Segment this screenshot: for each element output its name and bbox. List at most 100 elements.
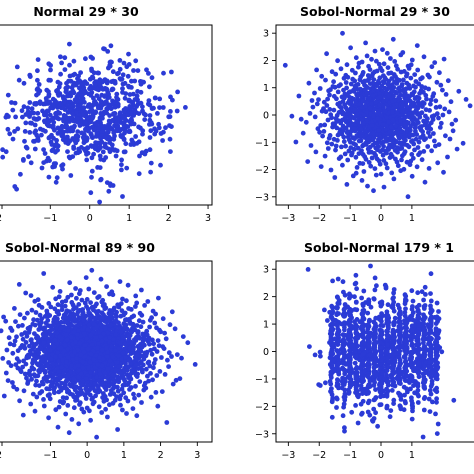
scatter-point xyxy=(121,123,127,128)
scatter-point xyxy=(341,348,347,353)
scatter-point xyxy=(392,97,398,103)
scatter-point xyxy=(47,370,53,375)
scatter-point xyxy=(59,125,64,131)
scatter-point xyxy=(129,329,135,335)
scatter-point xyxy=(363,40,368,46)
scatter-point xyxy=(324,140,330,146)
scatter-point xyxy=(62,342,68,348)
scatter-point xyxy=(89,267,95,273)
scatter-point xyxy=(28,293,34,298)
scatter-point xyxy=(371,188,376,194)
scatter-point xyxy=(419,110,425,116)
scatter-point xyxy=(449,121,455,127)
scatter-point xyxy=(12,100,18,106)
scatter-point xyxy=(412,147,417,153)
scatter-point xyxy=(71,103,76,109)
scatter-point xyxy=(120,350,126,356)
scatter-point xyxy=(391,299,397,305)
scatter-point xyxy=(385,81,391,87)
scatter-point xyxy=(403,97,408,102)
scatter-point xyxy=(317,86,323,91)
scatter-point xyxy=(384,115,390,120)
scatter-point xyxy=(130,349,135,355)
scatter-point xyxy=(79,130,85,136)
scatter-point xyxy=(396,380,402,386)
x-tick-label: −1 xyxy=(43,213,57,224)
scatter-point xyxy=(351,342,356,348)
scatter-point xyxy=(324,51,329,57)
scatter-point xyxy=(352,136,357,142)
scatter-point xyxy=(53,111,58,116)
scatter-point xyxy=(140,362,146,368)
scatter-point xyxy=(136,318,142,324)
scatter-point xyxy=(384,386,389,392)
scatter-point xyxy=(367,67,373,72)
scatter-point xyxy=(398,394,404,399)
scatter-point xyxy=(415,391,420,397)
scatter-point xyxy=(145,360,151,366)
scatter-point xyxy=(0,154,6,160)
scatter-point xyxy=(359,59,365,65)
scatter-point xyxy=(374,156,380,162)
scatter-point xyxy=(421,377,427,383)
scatter-point xyxy=(46,339,52,344)
scatter-point xyxy=(358,126,364,132)
scatter-point xyxy=(338,66,344,72)
scatter-point xyxy=(106,188,112,194)
scatter-point xyxy=(33,101,39,107)
scatter-point xyxy=(428,126,434,132)
scatter-point xyxy=(10,350,16,356)
scatter-point xyxy=(314,101,320,107)
scatter-point xyxy=(416,360,422,366)
scatter-point xyxy=(28,337,34,343)
scatter-point xyxy=(40,127,46,133)
scatter-point xyxy=(360,359,366,365)
scatter-point xyxy=(426,166,432,171)
scatter-point xyxy=(67,41,72,47)
scatter-point xyxy=(341,313,347,319)
scatter-point xyxy=(319,73,325,79)
scatter-point xyxy=(151,341,157,347)
scatter-point xyxy=(88,417,93,423)
scatter-point xyxy=(88,190,94,196)
scatter-point xyxy=(85,327,91,332)
scatter-point xyxy=(410,138,415,144)
scatter-point xyxy=(389,154,395,159)
scatter-point xyxy=(111,305,117,311)
scatter-point xyxy=(90,401,96,407)
scatter-point xyxy=(140,319,146,325)
scatter-point xyxy=(327,107,333,112)
scatter-point xyxy=(70,83,76,89)
scatter-point xyxy=(380,147,385,153)
scatter-point xyxy=(355,82,361,87)
scatter-point xyxy=(333,71,339,77)
scatter-point xyxy=(463,97,469,102)
scatter-point xyxy=(97,322,103,327)
scatter-point xyxy=(147,84,152,90)
scatter-point xyxy=(129,85,134,90)
scatter-point xyxy=(356,64,361,70)
scatter-point xyxy=(36,302,42,308)
scatter-point xyxy=(35,57,41,62)
scatter-point xyxy=(372,347,378,353)
scatter-point xyxy=(340,413,346,419)
scatter-point xyxy=(143,112,148,118)
scatter-point xyxy=(341,356,346,362)
scatter-point xyxy=(62,380,68,386)
scatter-point xyxy=(364,388,370,394)
scatter-point xyxy=(347,373,353,379)
scatter-point xyxy=(57,110,63,116)
scatter-point xyxy=(76,149,81,155)
scatter-point xyxy=(74,356,79,361)
scatter-point xyxy=(151,105,156,111)
scatter-point xyxy=(45,313,51,319)
scatter-point xyxy=(166,114,172,120)
scatter-point xyxy=(94,130,100,136)
scatter-point xyxy=(65,346,70,352)
scatter-point xyxy=(402,310,408,315)
scatter-point xyxy=(364,53,370,59)
scatter-point xyxy=(71,376,77,382)
scatter-point xyxy=(120,383,126,388)
scatter-point xyxy=(347,348,352,353)
scatter-point xyxy=(397,337,403,343)
